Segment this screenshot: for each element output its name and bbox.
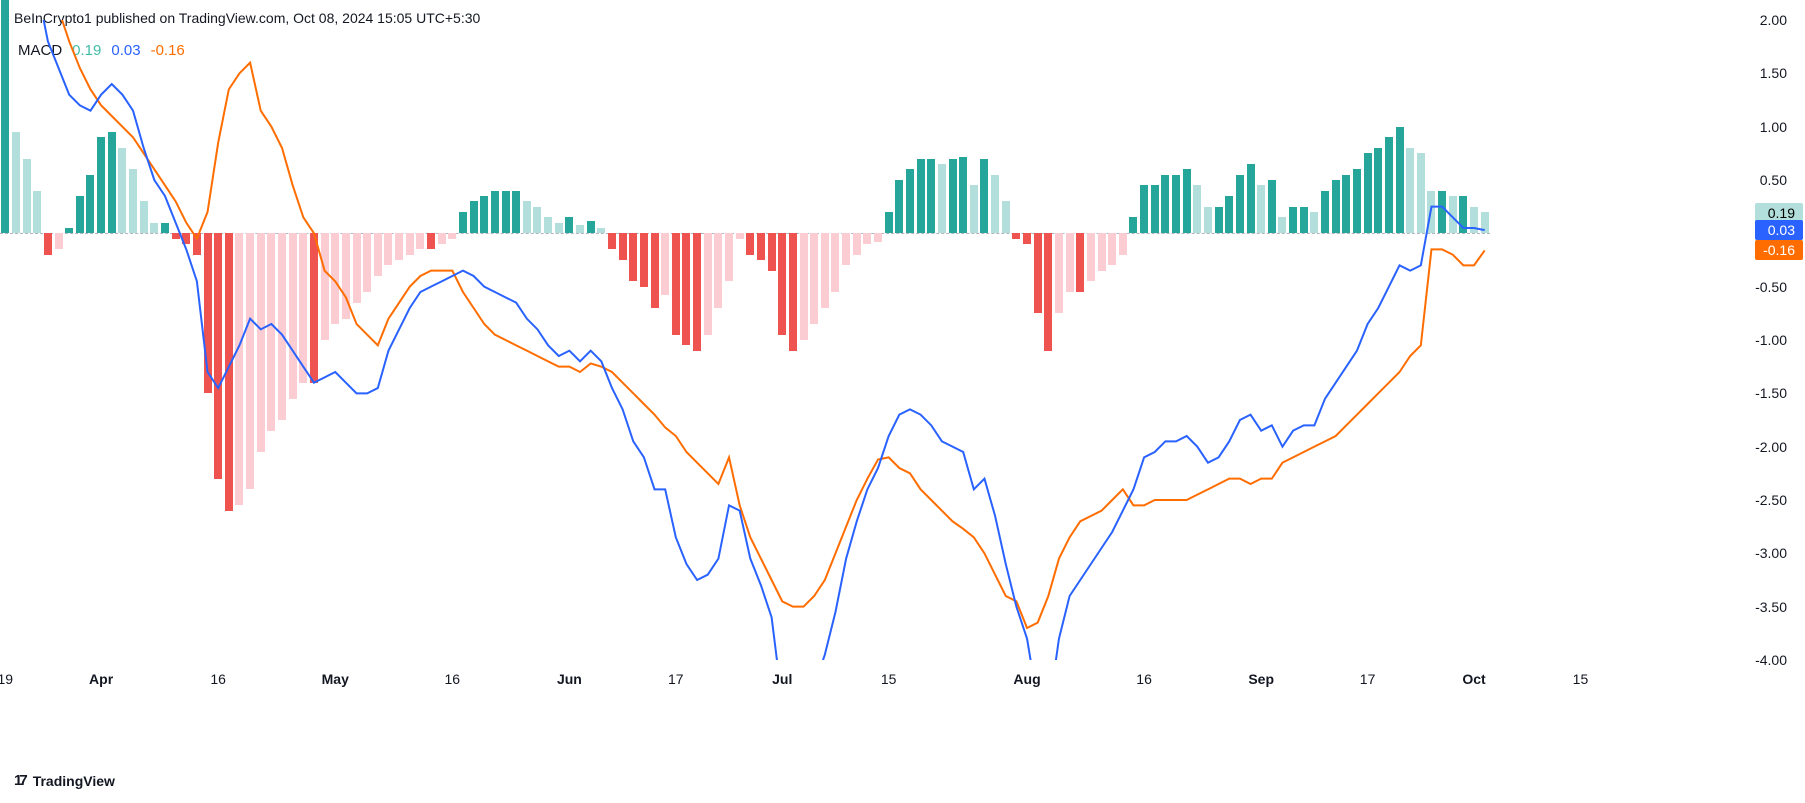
y-value-badge: -0.16 — [1755, 240, 1803, 260]
chart-plot-area[interactable] — [0, 20, 1490, 660]
x-tick: Jul — [772, 671, 792, 687]
y-tick: -4.00 — [1755, 652, 1787, 668]
y-tick: -1.00 — [1755, 332, 1787, 348]
x-tick: 17 — [668, 671, 684, 687]
y-tick: -3.50 — [1755, 599, 1787, 615]
x-tick: 19 — [0, 671, 13, 687]
x-tick: 16 — [445, 671, 461, 687]
x-tick: 15 — [881, 671, 897, 687]
y-tick: 2.00 — [1760, 12, 1787, 28]
y-tick: -2.50 — [1755, 492, 1787, 508]
tradingview-footer: 17 TradingView — [14, 772, 115, 789]
x-tick: May — [322, 671, 349, 687]
x-tick: 17 — [1360, 671, 1376, 687]
y-value-badge: 0.03 — [1755, 220, 1803, 240]
y-tick: -0.50 — [1755, 279, 1787, 295]
x-tick: Aug — [1013, 671, 1040, 687]
x-tick: Jun — [557, 671, 582, 687]
x-tick: 16 — [1136, 671, 1152, 687]
y-tick: 1.00 — [1760, 119, 1787, 135]
y-tick: 0.50 — [1760, 172, 1787, 188]
x-tick: Apr — [89, 671, 113, 687]
x-tick: 15 — [1573, 671, 1589, 687]
y-axis: 2.001.501.000.50-0.50-1.00-1.50-2.00-2.5… — [1745, 20, 1805, 660]
macd-line — [5, 20, 1484, 660]
y-tick: -2.00 — [1755, 439, 1787, 455]
y-tick: -3.00 — [1755, 545, 1787, 561]
y-tick: -1.50 — [1755, 385, 1787, 401]
x-tick: Oct — [1462, 671, 1485, 687]
tradingview-brand: TradingView — [33, 773, 115, 789]
lines-overlay — [0, 20, 1490, 660]
x-tick: 16 — [210, 671, 226, 687]
x-tick: Sep — [1248, 671, 1274, 687]
y-tick: 1.50 — [1760, 65, 1787, 81]
x-axis: 19Apr16May16Jun17Jul15Aug16Sep17Oct15 — [0, 665, 1490, 695]
tradingview-logo-icon: 17 — [14, 772, 27, 789]
